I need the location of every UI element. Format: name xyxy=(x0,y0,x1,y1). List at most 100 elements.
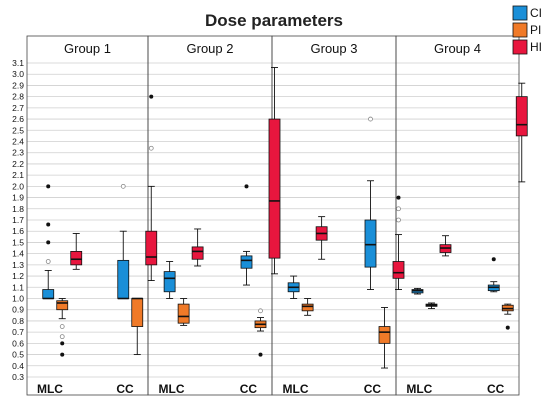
y-tick-label: 1.8 xyxy=(12,204,24,214)
y-tick-label: 0.6 xyxy=(12,338,24,348)
y-tick-label: 1.0 xyxy=(12,294,24,304)
box-iqr xyxy=(177,303,190,324)
box-iqr xyxy=(191,246,204,260)
panel-title: Group 3 xyxy=(311,41,358,56)
box-pi xyxy=(131,297,144,356)
y-tick-label: 0.4 xyxy=(12,361,24,371)
outlier-point xyxy=(120,183,126,189)
box-ci xyxy=(364,116,377,290)
outlier-point xyxy=(60,341,65,346)
category-label: CC xyxy=(364,382,382,396)
y-tick-label: 3.0 xyxy=(12,69,24,79)
box-pi xyxy=(425,302,438,310)
box-ci xyxy=(287,275,300,299)
category-label: MLC xyxy=(37,382,63,396)
category-label: CC xyxy=(116,382,134,396)
y-tick-label: 2.7 xyxy=(12,103,24,113)
y-tick-label: 0.8 xyxy=(12,316,24,326)
box-iqr xyxy=(56,300,69,311)
category-label: MLC xyxy=(283,382,309,396)
legend-label-pi: PI xyxy=(530,23,541,37)
category-label: CC xyxy=(240,382,258,396)
box-hi xyxy=(392,195,405,290)
y-tick-label: 1.3 xyxy=(12,260,24,270)
box-hi xyxy=(515,82,528,183)
legend-swatch-pi xyxy=(512,22,528,38)
box-hi xyxy=(191,228,204,267)
y-tick-label: 2.1 xyxy=(12,170,24,180)
y-tick-label: 1.6 xyxy=(12,226,24,236)
legend-label-ci: CI xyxy=(530,6,542,20)
y-tick-label: 1.4 xyxy=(12,249,24,259)
outlier-point xyxy=(46,222,51,227)
y-tick-label: 2.3 xyxy=(12,148,24,158)
box-iqr xyxy=(392,261,405,279)
outlier-point xyxy=(505,325,510,330)
box-ci xyxy=(117,183,130,300)
box-hi xyxy=(439,235,452,257)
panel-frame xyxy=(147,35,273,396)
outlier-point xyxy=(148,145,154,151)
box-hi xyxy=(145,94,158,282)
legend: CI PI HI xyxy=(512,5,542,55)
outlier-point xyxy=(244,184,249,189)
box-iqr xyxy=(42,289,55,299)
outlier-point xyxy=(60,352,65,357)
panel-title: Group 4 xyxy=(434,41,481,56)
outlier-point xyxy=(258,352,263,357)
outlier-point xyxy=(491,257,496,262)
box-ci xyxy=(487,257,500,293)
y-tick-label: 2.2 xyxy=(12,159,24,169)
box-ci xyxy=(42,184,55,300)
y-tick-label: 2.6 xyxy=(12,114,24,124)
box-iqr xyxy=(301,303,314,312)
outlier-point xyxy=(59,334,65,340)
box-ci xyxy=(240,184,253,286)
box-iqr xyxy=(163,271,176,293)
box-iqr xyxy=(268,118,281,259)
category-label: MLC xyxy=(406,382,432,396)
box-hi xyxy=(268,67,281,275)
box-iqr xyxy=(145,230,158,266)
legend-label-hi: HI xyxy=(530,40,542,54)
y-tick-label: 1.2 xyxy=(12,271,24,281)
outlier-point xyxy=(149,94,154,99)
box-iqr xyxy=(131,298,144,327)
category-label: MLC xyxy=(159,382,185,396)
outlier-point xyxy=(396,217,401,223)
y-tick-label: 0.5 xyxy=(12,350,24,360)
box-ci xyxy=(411,287,424,295)
panel-title: Group 1 xyxy=(64,41,111,56)
category-label: CC xyxy=(487,382,505,396)
outlier-point xyxy=(258,308,263,314)
y-tick-label: 1.1 xyxy=(12,282,24,292)
box-ci xyxy=(163,261,176,299)
y-tick-label: 1.9 xyxy=(12,193,24,203)
box-iqr xyxy=(364,219,377,268)
box-iqr xyxy=(240,255,253,269)
box-pi xyxy=(254,308,267,357)
y-tick-label: 2.0 xyxy=(12,181,24,191)
panel-title: Group 2 xyxy=(187,41,234,56)
y-tick-label: 0.7 xyxy=(12,327,24,337)
chart-title: Dose parameters xyxy=(205,11,343,30)
box-iqr xyxy=(378,326,391,344)
box-pi xyxy=(177,298,190,326)
legend-swatch-hi xyxy=(512,39,528,55)
panel-frame xyxy=(271,35,397,396)
box-pi xyxy=(501,303,514,330)
box-layer xyxy=(42,67,528,369)
panel-frame xyxy=(26,35,149,396)
outlier-point xyxy=(46,240,51,245)
box-iqr xyxy=(70,250,83,266)
y-tick-label: 0.9 xyxy=(12,305,24,315)
box-iqr xyxy=(515,96,528,137)
y-tick-label: 0.3 xyxy=(12,372,24,382)
y-tick-label: 1.7 xyxy=(12,215,24,225)
box-pi xyxy=(301,298,314,316)
y-tick-label: 2.8 xyxy=(12,92,24,102)
box-iqr xyxy=(117,259,130,299)
legend-swatch-ci xyxy=(512,5,528,21)
y-tick-label: 2.4 xyxy=(12,137,24,147)
